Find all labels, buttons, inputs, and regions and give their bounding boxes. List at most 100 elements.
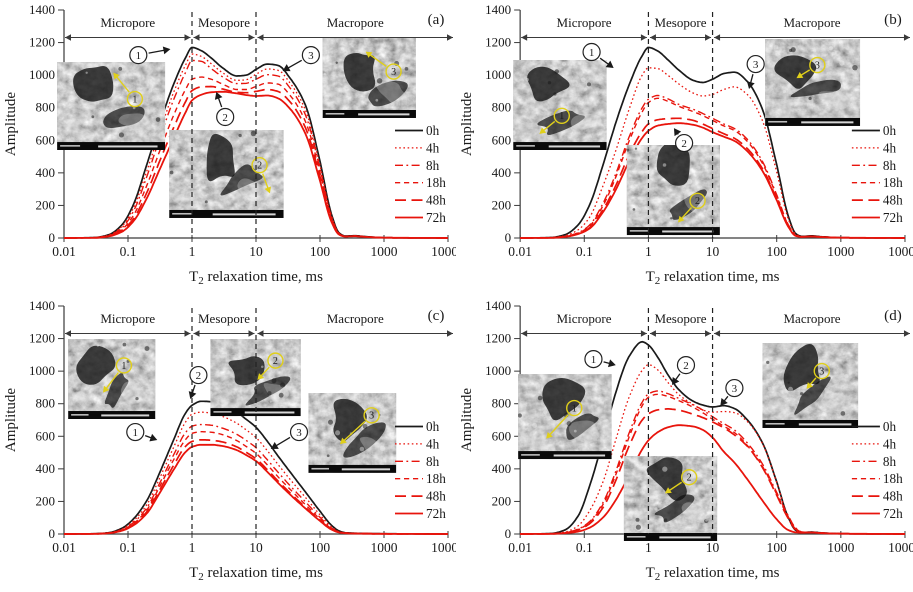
sem-inset-1: 1	[513, 59, 607, 151]
x-tick-label: 1	[189, 244, 196, 259]
callout-number: 2	[196, 370, 202, 382]
region-label-macropore: Macropore	[327, 15, 384, 30]
x-tick-label: 100	[767, 540, 788, 555]
panel-letter: (a)	[428, 12, 445, 28]
inset-annotation-1: 1	[113, 72, 144, 108]
x-axis-title: T2 relaxation time, ms	[646, 565, 780, 583]
x-tick-label: 1	[189, 540, 196, 555]
x-tick-label: 0.01	[508, 244, 532, 259]
region-label-macropore: Macropore	[783, 15, 840, 30]
inset-annotation-3: 3	[796, 56, 826, 79]
callout-3: 3	[720, 378, 744, 406]
x-tick-label: 1000	[371, 540, 398, 555]
legend: 0h 4h 8h 18h 48h 72h	[395, 123, 446, 225]
x-tick-label: 10000	[431, 244, 456, 259]
y-tick-label: 1000	[485, 363, 511, 378]
x-axis-title: T2 relaxation time, ms	[646, 269, 780, 287]
legend-label-48h: 48h	[883, 193, 903, 208]
region-label-micropore: Micropore	[100, 311, 155, 326]
callout-number: 2	[222, 112, 228, 124]
legend-label-18h: 18h	[883, 471, 903, 486]
pore-region-annotations: Micropore Mesopore Macropore	[65, 311, 453, 337]
legend-label-8h: 8h	[426, 454, 440, 469]
y-tick-label: 1400	[485, 298, 511, 313]
y-tick-label: 0	[505, 526, 512, 541]
y-tick-label: 800	[492, 396, 512, 411]
panel-b-chart: Micropore Mesopore Macropore (b) 0 200 400 600 8…	[459, 2, 913, 287]
inset-number: 2	[257, 161, 262, 172]
panel-a: Micropore Mesopore Macropore (a) 0 200 400 600 8…	[0, 0, 456, 296]
y-tick-label: 600	[492, 428, 512, 443]
legend-label-72h: 72h	[883, 506, 903, 521]
y-tick-label: 400	[492, 165, 512, 180]
x-tick-label: 10	[706, 244, 720, 259]
legend: 0h 4h 8h 18h 48h 72h	[851, 123, 903, 225]
legend-label-4h: 4h	[426, 436, 440, 451]
y-tick-label: 1200	[29, 35, 55, 50]
x-tick-label: 1000	[827, 244, 854, 259]
x-tick-label: 0.1	[120, 540, 137, 555]
y-axis-title: Amplitude	[3, 92, 19, 157]
inset-number: 2	[687, 473, 692, 484]
x-axis-title: T2 relaxation time, ms	[189, 269, 323, 287]
inset-annotation-1: 1	[102, 357, 133, 393]
inset-number: 2	[273, 356, 278, 367]
y-tick-label: 1200	[29, 331, 55, 346]
x-tick-label: 10	[249, 244, 263, 259]
legend-label-18h: 18h	[883, 175, 903, 190]
callout-number: 3	[296, 427, 302, 439]
inset-number: 3	[815, 60, 820, 71]
inset-annotation-1: 1	[546, 399, 583, 439]
x-tick-label: 1	[645, 540, 652, 555]
region-label-micropore: Micropore	[557, 311, 612, 326]
y-tick-label: 600	[36, 132, 56, 147]
x-axis-title: T2 relaxation time, ms	[189, 565, 323, 583]
y-tick-label: 1200	[485, 331, 511, 346]
inset-number: 2	[695, 196, 700, 207]
y-tick-label: 800	[36, 100, 56, 115]
legend-label-4h: 4h	[883, 436, 897, 451]
panel-letter: (d)	[884, 308, 902, 324]
panel-d: Micropore Mesopore Macropore (d) 0 200 400 600 8…	[456, 296, 913, 592]
legend-label-18h: 18h	[426, 175, 446, 190]
x-tick-label: 1000	[827, 540, 854, 555]
legend: 0h 4h 8h 18h 48h 72h	[851, 419, 903, 521]
x-tick-label: 0.01	[508, 540, 532, 555]
y-tick-label: 1000	[29, 67, 55, 82]
callout-1: 1	[126, 422, 158, 442]
inset-annotation-2: 2	[677, 192, 706, 223]
panel-c: Micropore Mesopore Macropore (c) 0 200 400 600 8…	[0, 296, 456, 592]
sem-inset-2: 2	[210, 339, 301, 417]
pore-region-annotations: Micropore Mesopore Macropore	[65, 15, 453, 41]
inset-annotation-2: 2	[257, 352, 284, 380]
legend-label-48h: 48h	[426, 489, 446, 504]
sem-inset-1: 1	[57, 62, 166, 151]
callout-1: 1	[584, 349, 616, 369]
legend-label-0h: 0h	[426, 123, 440, 138]
curve-48h	[64, 85, 448, 239]
x-tick-label: 1000	[371, 244, 398, 259]
x-tick-label: 10	[249, 540, 263, 555]
inset-annotation-3: 3	[806, 362, 830, 389]
y-tick-label: 400	[36, 461, 56, 476]
inset-number: 3	[819, 366, 824, 377]
y-tick-label: 1200	[485, 35, 511, 50]
inset-annotation-2: 2	[251, 157, 272, 194]
legend-label-0h: 0h	[883, 123, 897, 138]
region-label-mesopore: Mesopore	[198, 15, 250, 30]
sem-inset-3: 3	[322, 38, 416, 118]
y-tick-label: 800	[36, 396, 56, 411]
callout-1: 1	[582, 42, 614, 68]
region-label-micropore: Micropore	[100, 15, 155, 30]
y-tick-label: 400	[492, 461, 512, 476]
y-tick-label: 200	[36, 493, 56, 508]
x-tick-label: 100	[310, 540, 331, 555]
region-label-mesopore: Mesopore	[198, 311, 250, 326]
callout-3: 3	[270, 422, 309, 449]
callout-3: 3	[746, 54, 765, 89]
legend-label-8h: 8h	[883, 454, 897, 469]
